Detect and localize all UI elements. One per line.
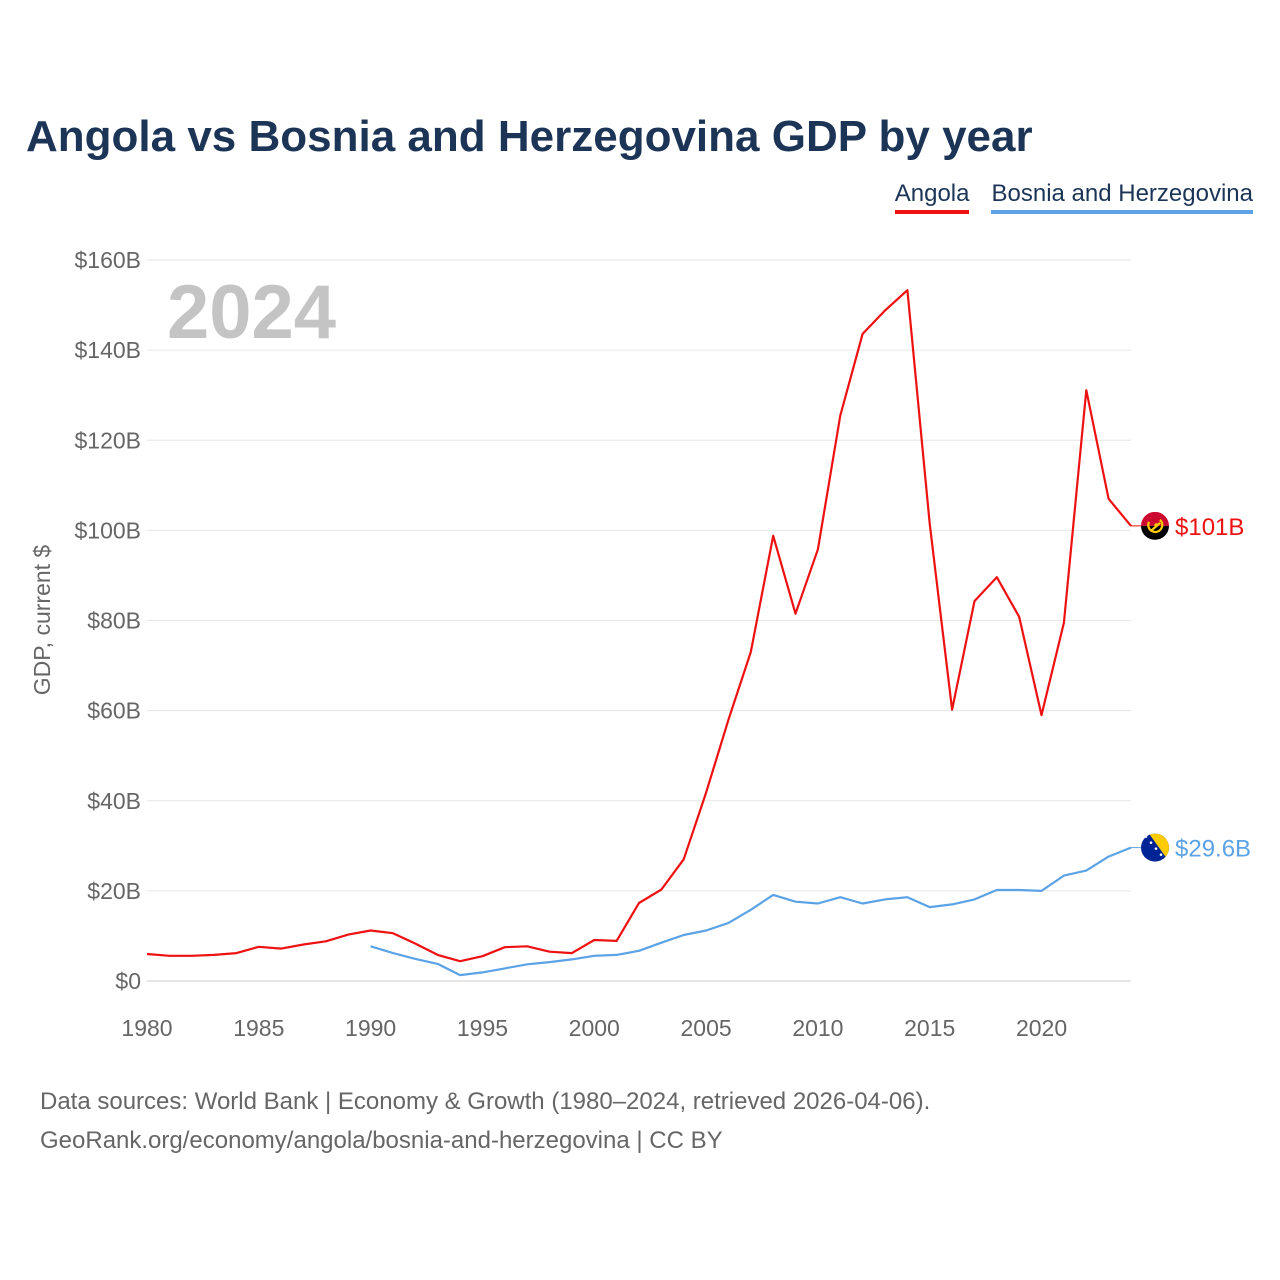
y-tick-label: $100B [74,517,141,543]
x-axis: 1980 1985 1990 1995 2000 2005 2010 2015 2020 [121,1015,1067,1041]
y-axis: $0 $20B $40B $60B $80B $100B $120B $140B $160B [74,247,141,994]
x-tick-label: 1980 [121,1015,172,1041]
gridlines [147,259,1131,982]
footer-sources: Data sources: World Bank | Economy & Gro… [40,1088,931,1115]
legend: Angola Bosnia and Herzegovina [894,180,1253,214]
footer: Data sources: World Bank | Economy & Gro… [40,1082,930,1160]
y-tick-label: $160B [74,247,141,273]
y-tick-label: $140B [74,337,141,363]
y-tick-label: $60B [87,698,141,724]
series-line-bosnia-and-herzegovina[interactable] [370,846,1132,977]
y-tick-label: $120B [74,427,141,453]
y-tick-label: $20B [87,878,141,904]
x-tick-label: 2015 [904,1015,955,1041]
line-chart: $0 $20B $40B $60B $80B $100B $120B $140B $160B 1… [29,247,1251,1041]
x-tick-label: 2020 [1016,1015,1067,1041]
year-watermark: 2024 [167,270,336,355]
end-value-label: $101B [1175,514,1244,541]
series-lines [146,289,1132,977]
x-tick-label: 2000 [569,1015,620,1041]
x-tick-label: 2010 [792,1015,843,1041]
chart-title: Angola vs Bosnia and Herzegovina GDP by … [26,112,1033,161]
y-tick-label: $40B [87,788,141,814]
end-value-label: $29.6B [1175,836,1251,863]
x-tick-label: 1990 [345,1015,396,1041]
end-markers: $101B $29.6B [1131,511,1251,863]
angola-flag-icon [1141,511,1169,540]
y-tick-label: $80B [87,608,141,634]
x-tick-label: 1995 [457,1015,508,1041]
legend-item-bosnia-and-herzegovina[interactable]: Bosnia and Herzegovina [991,180,1253,214]
series-line-angola[interactable] [146,289,1132,963]
x-tick-label: 1985 [233,1015,284,1041]
x-tick-label: 2005 [681,1015,732,1041]
bosnia-flag-icon [1141,833,1169,862]
footer-credit: GeoRank.org/economy/angola/bosnia-and-he… [40,1127,723,1154]
y-axis-title: GDP, current $ [29,545,55,696]
legend-item-angola[interactable]: Angola [894,180,970,214]
y-tick-label: $0 [115,968,141,994]
